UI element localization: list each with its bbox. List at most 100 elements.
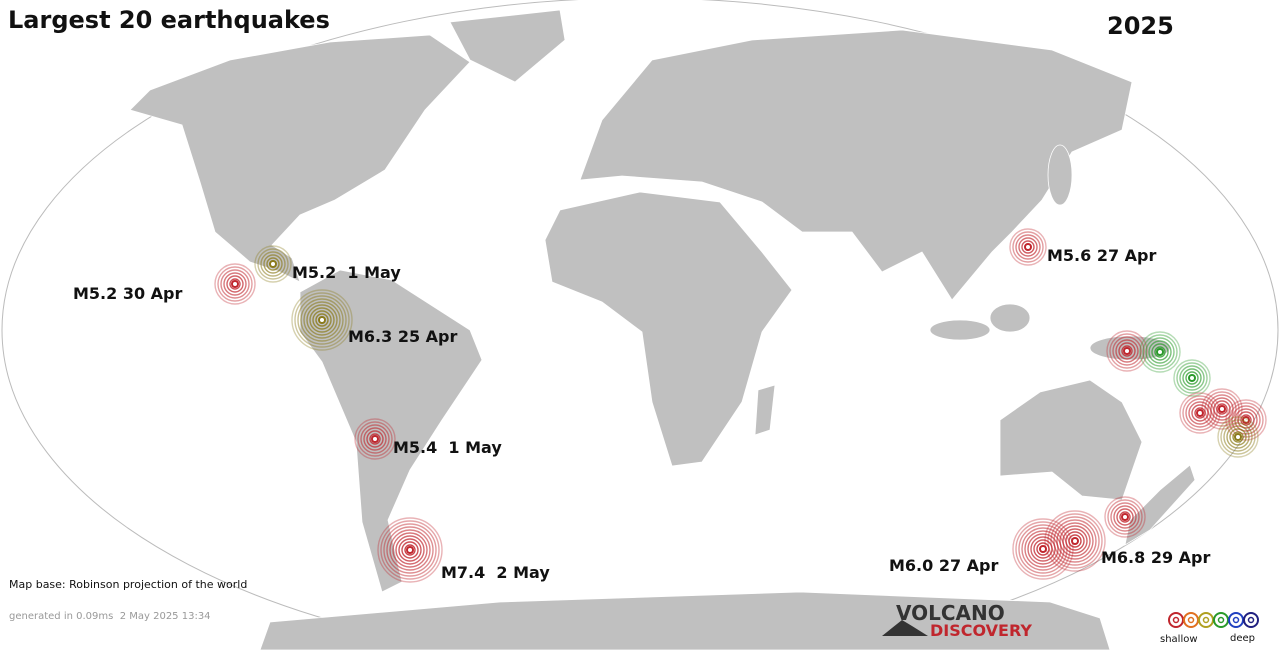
ring xyxy=(217,266,253,302)
epicenter xyxy=(1242,416,1250,424)
ring xyxy=(363,427,387,451)
logo-line2: DISCOVERY xyxy=(930,621,1032,640)
ring xyxy=(357,421,393,457)
ring xyxy=(315,313,329,327)
logo-line1: VOLCANO xyxy=(896,601,1005,625)
quake-marker xyxy=(1217,416,1259,458)
ring xyxy=(1213,400,1231,418)
ring xyxy=(1220,419,1256,455)
quake-marker xyxy=(1012,518,1074,580)
generated-note: generated in 0.09ms 2 May 2025 13:34 xyxy=(9,611,211,622)
epicenter xyxy=(371,435,379,443)
map-base-note: Map base: Robinson projection of the wor… xyxy=(9,578,247,591)
ring xyxy=(1139,331,1181,373)
quake-label: M6.0 27 Apr xyxy=(889,556,999,575)
ring xyxy=(1044,510,1106,572)
ring xyxy=(1176,362,1208,394)
ring xyxy=(366,430,384,448)
epicenter xyxy=(1156,348,1164,356)
ring xyxy=(1234,408,1258,432)
ring xyxy=(401,541,419,559)
quake-marker xyxy=(377,517,443,583)
ring xyxy=(291,289,353,351)
legend-ring xyxy=(1168,612,1184,628)
ring xyxy=(386,526,434,574)
quake-label: M6.3 25 Apr xyxy=(348,327,458,346)
ring xyxy=(257,248,289,280)
ring xyxy=(1210,397,1234,421)
ring xyxy=(1018,237,1038,257)
ring xyxy=(1115,339,1139,363)
quake-label: M5.2 30 Apr xyxy=(73,284,183,303)
epicenter xyxy=(1024,243,1032,251)
ring xyxy=(1223,422,1253,452)
ring xyxy=(1154,346,1166,358)
ring xyxy=(392,532,428,568)
ring xyxy=(398,538,422,562)
ring xyxy=(1121,345,1133,357)
legend-dot xyxy=(1247,616,1255,624)
ring xyxy=(1065,531,1085,551)
ring xyxy=(1173,359,1211,397)
quake-marker xyxy=(291,289,353,351)
ring xyxy=(1036,542,1050,556)
ring xyxy=(1106,330,1148,372)
legend-ring xyxy=(1243,612,1259,628)
ring xyxy=(1185,371,1199,385)
ring xyxy=(1217,416,1259,458)
ring xyxy=(377,517,443,583)
ring xyxy=(303,301,341,339)
ring xyxy=(1012,231,1044,263)
legend-dot xyxy=(1232,616,1240,624)
ring xyxy=(1151,343,1169,361)
ring xyxy=(306,304,338,336)
ring xyxy=(260,251,286,277)
ring xyxy=(395,535,425,565)
ring xyxy=(254,245,292,283)
ring xyxy=(300,298,344,342)
ring xyxy=(1207,394,1237,424)
epicenter xyxy=(1039,545,1047,553)
ring xyxy=(1047,513,1103,569)
ring xyxy=(1232,431,1244,443)
quake-label: M5.4 1 May xyxy=(393,438,502,457)
epicenter xyxy=(269,260,277,268)
legend-shallow: shallow xyxy=(1160,634,1198,645)
epicenter xyxy=(1218,405,1226,413)
ring xyxy=(1216,403,1228,415)
ring xyxy=(1050,516,1100,566)
ring xyxy=(1201,388,1243,430)
epicenter xyxy=(318,316,326,324)
ring xyxy=(360,424,390,454)
ring xyxy=(1062,528,1088,554)
ring xyxy=(294,292,350,348)
ring xyxy=(1116,508,1134,526)
epicenter xyxy=(1188,374,1196,382)
legend-ring xyxy=(1228,612,1244,628)
ring xyxy=(297,295,347,345)
ring xyxy=(389,529,431,571)
ring xyxy=(1053,519,1097,563)
ring xyxy=(263,254,283,274)
epicenter xyxy=(1071,537,1079,545)
quake-marker xyxy=(254,245,292,283)
ring xyxy=(1118,342,1136,360)
title: Largest 20 earthquakes xyxy=(8,6,330,34)
quake-label: M6.8 29 Apr xyxy=(1101,548,1211,567)
ring xyxy=(1104,496,1146,538)
legend-ring xyxy=(1213,612,1229,628)
ring xyxy=(1012,518,1074,580)
ring xyxy=(1179,365,1205,391)
epicenter xyxy=(1123,347,1131,355)
ring xyxy=(369,433,381,445)
legend-dot xyxy=(1187,616,1195,624)
ring xyxy=(1188,401,1212,425)
quake-marker xyxy=(214,263,256,305)
epicenter xyxy=(1196,409,1204,417)
ring xyxy=(1021,527,1065,571)
ring xyxy=(1068,534,1082,548)
ring xyxy=(1185,398,1215,428)
ring xyxy=(354,418,396,460)
quake-marker xyxy=(1139,331,1181,373)
quake-marker xyxy=(354,418,396,460)
